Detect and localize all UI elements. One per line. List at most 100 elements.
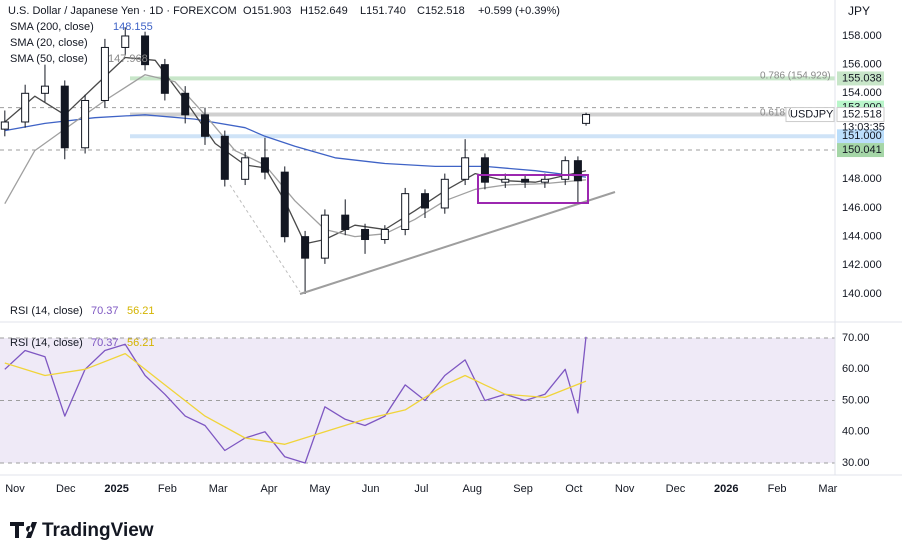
price-badge xyxy=(837,71,884,86)
candle-body xyxy=(160,64,169,94)
fib-label: 0.618 ( xyxy=(760,108,792,119)
x-tick-label: Feb xyxy=(158,483,177,495)
candle-body xyxy=(301,236,310,259)
candle-body xyxy=(21,92,30,123)
rsi-value: 70.37 xyxy=(91,305,119,317)
candle-body xyxy=(260,157,269,173)
symbol-badge xyxy=(785,107,835,123)
candle-body xyxy=(280,171,289,238)
price-badge-label: 152.518 xyxy=(842,108,882,120)
candle-body xyxy=(141,35,150,66)
sma-legend: SMA (20, close) xyxy=(10,37,88,49)
x-tick-label: Jul xyxy=(414,483,428,495)
x-tick-label: May xyxy=(309,483,330,495)
x-tick-label: Mar xyxy=(818,483,837,495)
price-badge-label: 150.041 xyxy=(842,144,882,156)
price-badge-label: 155.038 xyxy=(842,72,882,84)
x-tick-label: Oct xyxy=(565,483,582,495)
indicator-line xyxy=(4,74,587,238)
range-box xyxy=(477,174,589,204)
x-tick-label: Nov xyxy=(5,483,25,495)
price-badge-label: 151.000 xyxy=(842,130,882,142)
y-tick-label: 40.00 xyxy=(842,426,870,438)
y-tick-label: 158.000 xyxy=(842,30,882,42)
candle-body xyxy=(561,160,570,180)
fib-leg xyxy=(229,184,301,293)
candle-body xyxy=(121,35,130,48)
y-tick-label: 140.000 xyxy=(842,288,882,300)
ohlc-low: L151.740 xyxy=(360,5,406,17)
ohlc-close: C152.518 xyxy=(417,5,465,17)
x-tick-label: Dec xyxy=(56,483,76,495)
brand-name: TradingView xyxy=(42,520,154,541)
fib-label: 0.786 (154.929) xyxy=(760,71,831,82)
candle-body xyxy=(341,214,350,230)
brand-logo: TradingView xyxy=(10,520,154,541)
candle-body xyxy=(100,46,109,101)
candle-body xyxy=(501,178,510,183)
y-tick-label: 144.000 xyxy=(842,231,882,243)
legend: U.S. Dollar / Japanese Yen · 1D · FOREXC… xyxy=(8,4,870,349)
candle-body xyxy=(573,160,582,182)
x-tick-label: Mar xyxy=(209,483,228,495)
candle-body xyxy=(40,85,49,94)
candle-body xyxy=(582,114,591,124)
x-tick-label: Jun xyxy=(362,483,380,495)
sma-value: 147.968 xyxy=(108,53,148,65)
x-tick-label: Aug xyxy=(462,483,482,495)
candle-body xyxy=(440,178,449,209)
candle-body xyxy=(60,85,69,149)
candle-body xyxy=(420,193,429,209)
x-tick-label: Feb xyxy=(768,483,787,495)
candle-body xyxy=(181,92,190,116)
ohlc-change: +0.599 (+0.39%) xyxy=(478,5,560,17)
currency: JPY xyxy=(848,4,870,18)
candle-body xyxy=(380,228,389,241)
candle-body xyxy=(361,228,370,241)
logo-icon xyxy=(10,522,37,538)
x-tick-label: 2026 xyxy=(714,483,738,495)
rsi-value: 70.37 xyxy=(91,337,119,349)
rsi-legend: RSI (14, close) xyxy=(10,337,83,349)
candle-body xyxy=(0,121,9,130)
y-tick-label: 70.00 xyxy=(842,332,870,344)
trendline xyxy=(299,191,616,295)
candle-body xyxy=(320,214,329,259)
symbol-badge-label: USDJPY xyxy=(790,108,834,120)
rsi-legend: RSI (14, close) xyxy=(10,305,83,317)
candle-body xyxy=(241,157,250,180)
indicator-line xyxy=(4,114,587,178)
x-tick-label: 2025 xyxy=(104,483,128,495)
candle-body xyxy=(480,157,489,183)
symbol-title: U.S. Dollar / Japanese Yen · 1D · FOREXC… xyxy=(8,5,237,17)
x-tick-label: Dec xyxy=(666,483,686,495)
candle-body xyxy=(220,135,229,180)
sma-legend: SMA (50, close) xyxy=(10,53,88,65)
y-tick-label: 148.000 xyxy=(842,173,882,185)
x-tick-label: Nov xyxy=(615,483,635,495)
ohlc-open: O151.903 xyxy=(243,5,291,17)
candle-body xyxy=(81,99,90,149)
y-tick-label: 60.00 xyxy=(842,363,870,375)
rsi-ma-value: 56.21 xyxy=(127,305,155,317)
price-badge xyxy=(836,107,885,123)
countdown: 13:03:35 xyxy=(842,121,885,133)
candle-body xyxy=(461,157,470,180)
indicator-line xyxy=(4,56,587,245)
candle-body xyxy=(521,178,530,183)
y-tick-label: 50.00 xyxy=(842,394,870,406)
y-tick-label: 156.000 xyxy=(842,59,882,71)
sma-legend: SMA (200, close) xyxy=(10,21,94,33)
candle-body xyxy=(401,193,410,230)
indicator-line xyxy=(4,352,587,445)
x-tick-label: Apr xyxy=(260,483,277,495)
candle-body xyxy=(540,178,549,183)
rsi-ma-value: 56.21 xyxy=(127,337,155,349)
price-badge xyxy=(837,143,884,158)
y-tick-label: 142.000 xyxy=(842,259,882,271)
ohlc-high: H152.649 xyxy=(300,5,348,17)
price-badge xyxy=(837,129,884,144)
y-tick-label: 146.000 xyxy=(842,202,882,214)
candle-body xyxy=(201,114,210,137)
